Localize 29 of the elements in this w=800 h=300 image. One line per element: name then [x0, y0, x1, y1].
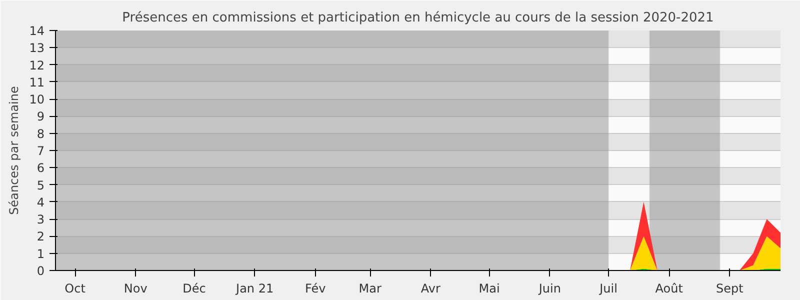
y-tick-label: 12 [29, 58, 45, 72]
y-tick-label: 11 [29, 75, 45, 90]
x-tick-label: Avr [420, 282, 441, 296]
x-tick-label: Fév [305, 282, 326, 296]
x-tick-label: Déc [182, 282, 206, 296]
y-tick-label: 13 [29, 41, 45, 56]
x-tick-label: Juin [538, 282, 561, 296]
y-tick-label: 7 [36, 144, 45, 158]
y-tick-label: 0 [36, 264, 45, 278]
chart-title: Présences en commissions et participation en hémicycle au cours de la session 2020-2021 [122, 10, 714, 26]
x-tick-label: Mar [358, 282, 382, 296]
y-tick-label: 9 [36, 110, 45, 124]
y-tick-label: 2 [36, 230, 45, 244]
y-tick-label: 8 [36, 126, 45, 141]
y-tick-label: 6 [36, 161, 45, 176]
y-tick-label: 4 [36, 195, 45, 210]
y-axis-title: Séances par semaine [7, 86, 22, 215]
x-tick-label: Nov [124, 282, 148, 296]
x-tick-label: Oct [64, 282, 86, 296]
y-tick-label: 3 [36, 212, 45, 227]
x-tick-label: Jan 21 [235, 282, 274, 296]
y-tick-label: 14 [29, 24, 45, 38]
y-tick-label: 5 [36, 178, 45, 192]
y-tick-label: 1 [36, 246, 45, 261]
x-tick-label: Sept [716, 282, 744, 296]
y-tick-label: 10 [29, 92, 45, 107]
x-tick-label: Juil [598, 282, 618, 296]
x-tick-label: Mai [478, 282, 500, 296]
x-tick-label: Août [655, 282, 684, 296]
